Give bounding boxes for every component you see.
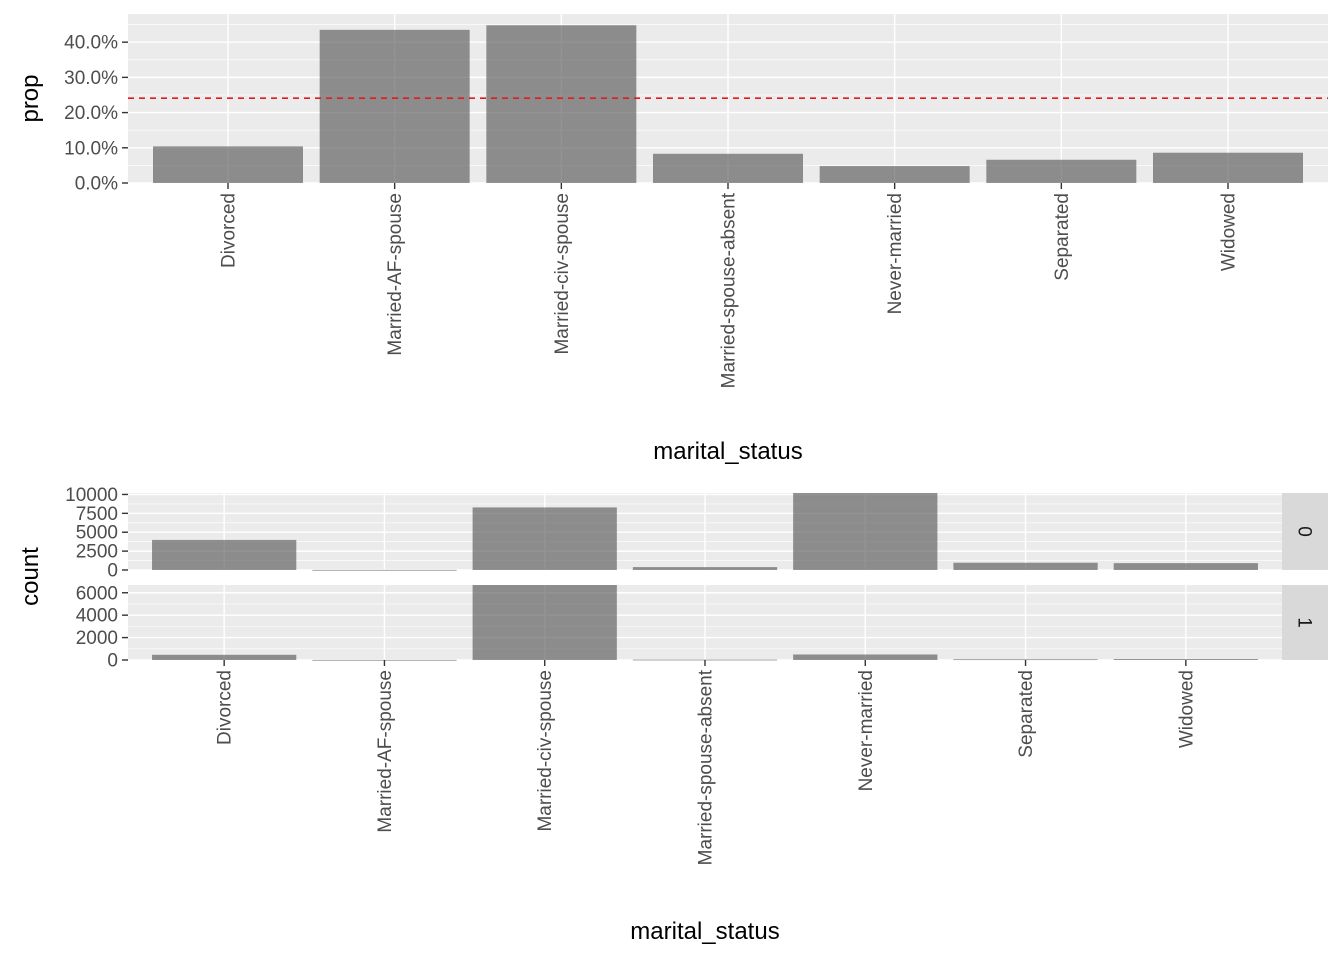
count-facet-0-y-tick-label: 0 (107, 561, 118, 582)
count-facet-1-bar-5 (953, 659, 1098, 661)
prop-x-tick-label-married-spouse-absent: Married-spouse-absent (719, 192, 740, 388)
count-facet-1-y-tick-label: 6000 (76, 583, 118, 604)
count-facet-0-bar-5 (953, 562, 1098, 570)
count-x-axis-title: marital_status (630, 918, 779, 945)
count-x-tick-label-married-af-spouse: Married-AF-spouse (375, 670, 396, 833)
prop-bar-5 (986, 159, 1137, 183)
prop-x-tick-label-married-af-spouse: Married-AF-spouse (385, 193, 406, 356)
count-facet-1-y-tick-label: 4000 (76, 606, 118, 627)
prop-x-tick-label-divorced: Divorced (219, 193, 240, 268)
count-facet-1-bar-6 (1113, 659, 1258, 660)
prop-y-tick-label: 40.0% (64, 33, 118, 54)
prop-x-tick-label-separated: Separated (1052, 193, 1073, 281)
prop-y-tick-label: 0.0% (75, 174, 118, 195)
prop-y-tick-label: 20.0% (64, 103, 118, 124)
count-facet-0-y-tick-label: 7500 (76, 504, 118, 525)
count-facet-0-bar-3 (632, 567, 778, 570)
prop-x-axis-title: marital_status (653, 438, 802, 465)
count-y-axis-title: count (17, 547, 44, 606)
prop-bar-2 (486, 25, 637, 184)
count-x-tick-label-married-civ-spouse: Married-civ-spouse (535, 670, 556, 832)
count-facet-0-y-tick-label: 2500 (76, 542, 118, 563)
count-facet-0-bar-2 (472, 507, 617, 570)
count-x-tick-label-separated: Separated (1016, 670, 1037, 758)
prop-bar-6 (1153, 152, 1303, 183)
prop-x-tick-label-widowed: Widowed (1219, 193, 1240, 271)
prop-y-tick-label: 30.0% (64, 68, 118, 89)
facet-strip-label-0: 0 (1294, 526, 1315, 537)
facet-strip-label-1: 1 (1294, 617, 1315, 628)
prop-x-tick-label-never-married: Never-married (885, 193, 906, 314)
count-facet-0-y-tick-label: 10000 (65, 485, 118, 506)
count-x-tick-label-divorced: Divorced (215, 670, 236, 745)
count-facet-0-bar-6 (1113, 563, 1258, 570)
count-facet-0-bar-4 (793, 493, 938, 570)
proportion-chart: 0.0% 10.0% 20.0% 30.0% 40.0% Divorced Married-… (17, 14, 1328, 465)
count-facet-1-bar-4 (793, 654, 938, 660)
prop-bar-0 (153, 146, 303, 183)
count-facet-1-bar-0 (152, 654, 297, 660)
count-facet-0-bar-0 (152, 539, 297, 570)
prop-bar-4 (819, 166, 970, 183)
count-facet-chart: 025005000750010000002000400060001Divorce… (17, 485, 1328, 945)
count-x-tick-label-widowed: Widowed (1176, 670, 1197, 748)
prop-bar-1 (319, 29, 470, 183)
facet-strip-1 (1282, 585, 1328, 660)
prop-x-tick-label-married-civ-spouse: Married-civ-spouse (552, 193, 573, 355)
prop-bar-3 (653, 153, 803, 183)
count-facet-1-bar-2 (472, 585, 617, 660)
count-facet-1-y-tick-label: 2000 (76, 628, 118, 649)
facet-strip-0 (1282, 493, 1328, 570)
count-x-tick-label-married-spouse-absent: Married-spouse-absent (696, 669, 717, 865)
prop-y-tick-label: 10.0% (64, 138, 118, 159)
prop-y-axis-title: prop (17, 74, 44, 122)
count-x-tick-label-never-married: Never-married (856, 670, 877, 791)
count-facet-0-y-tick-label: 5000 (76, 523, 118, 544)
count-facet-1-y-tick-label: 0 (107, 651, 118, 672)
count-facet-0-bar-1 (312, 569, 457, 571)
